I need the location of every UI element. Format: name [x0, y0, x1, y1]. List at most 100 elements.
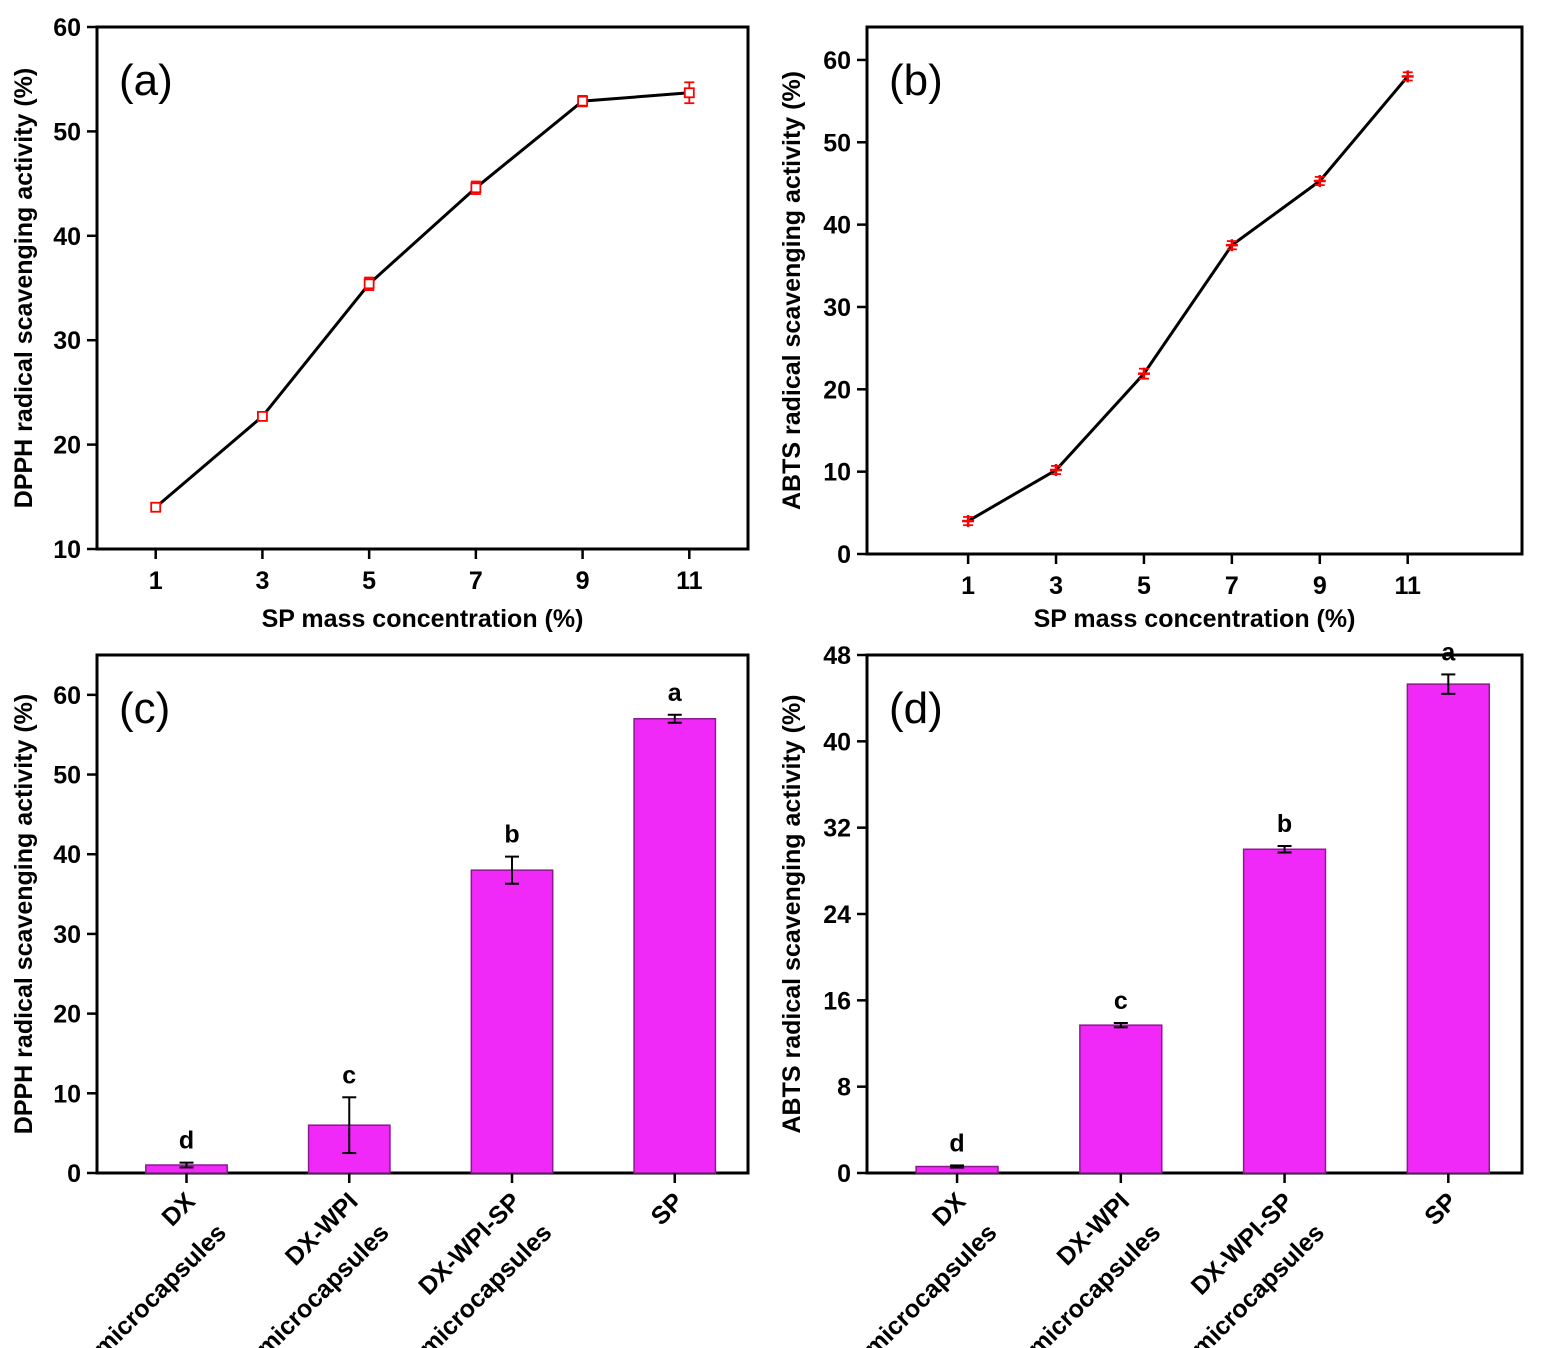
x-axis-title: SP mass concentration (%) — [1034, 605, 1356, 633]
y-axis-title: ABTS radical scavenging activity (%) — [778, 694, 806, 1133]
x-tick-label: 1 — [149, 567, 163, 595]
y-tick-label: 50 — [53, 762, 81, 790]
y-tick-label: 40 — [53, 223, 81, 251]
significance-letter: a — [668, 679, 683, 707]
data-point — [363, 278, 375, 290]
y-axis-title: DPPH radical scavenging activity (%) — [10, 68, 38, 508]
panel-label: (b) — [889, 56, 943, 105]
y-tick-label: 32 — [823, 815, 851, 843]
x-tick-label: 11 — [1394, 572, 1421, 600]
data-point — [257, 411, 268, 422]
bar — [470, 869, 554, 1174]
data-point — [470, 182, 482, 194]
significance-letter: b — [504, 821, 519, 849]
y-tick-label: 60 — [53, 682, 81, 710]
panel-label: (d) — [889, 684, 943, 733]
category-label-line: SP — [646, 1187, 689, 1230]
error-bar — [505, 855, 520, 885]
y-tick-label: 20 — [823, 376, 851, 404]
y-tick-label: 50 — [823, 129, 851, 157]
series-line — [154, 91, 690, 509]
category-label: SP — [646, 1187, 689, 1230]
plot-frame — [95, 653, 750, 1175]
data-point — [1401, 70, 1414, 83]
x-tick-label: 3 — [1049, 572, 1063, 600]
data-point — [577, 95, 588, 107]
chart-panel-b: 0 10 20 30 40 50 60 (b) ABTS radical scavenging … — [778, 25, 1524, 633]
error-bar — [1113, 1021, 1128, 1029]
x-tick-label: 1 — [961, 572, 975, 600]
y-tick-label: 30 — [823, 294, 851, 322]
category-label-line: DX — [156, 1187, 201, 1232]
significance-letter: d — [949, 1129, 964, 1157]
data-point — [962, 515, 975, 528]
y-tick-label: 10 — [823, 459, 851, 487]
x-tick-label: 5 — [1137, 572, 1151, 600]
bar — [1406, 683, 1490, 1174]
x-tick-label: 7 — [1225, 572, 1239, 600]
panel-label: (a) — [119, 56, 173, 105]
y-tick-label: 50 — [53, 118, 81, 146]
chart-panel-a: 10 20 30 40 50 60 (a) DPPH radical scavenging a… — [10, 14, 750, 633]
chart-panel-c: 0 10 20 30 40 50 60 (c) DPPH radical scavenging … — [10, 653, 750, 1348]
category-label-line: DX — [927, 1187, 972, 1232]
series-line — [967, 75, 1409, 523]
data-point — [1050, 464, 1063, 477]
y-axis-title: ABTS radical scavenging activity (%) — [778, 71, 806, 510]
y-tick-label: 40 — [823, 728, 851, 756]
error-bar — [1441, 673, 1456, 695]
panel-label: (c) — [119, 684, 170, 733]
y-tick-label: 8 — [837, 1074, 851, 1102]
x-tick-label: 3 — [255, 567, 269, 595]
significance-letter: a — [1441, 638, 1456, 666]
y-tick-label: 40 — [823, 212, 851, 240]
bar — [1242, 848, 1327, 1174]
data-point — [150, 501, 162, 513]
y-tick-label: 30 — [53, 327, 81, 355]
category-label-line: microcapsules — [88, 1219, 232, 1348]
error-bar — [950, 1164, 965, 1169]
category-label-line: microcapsules — [859, 1219, 1003, 1348]
category-label: SP — [1419, 1187, 1462, 1230]
y-tick-label: 10 — [53, 1080, 81, 1108]
y-tick-label: 0 — [67, 1160, 81, 1188]
y-tick-label: 30 — [53, 921, 81, 949]
y-tick-label: 0 — [837, 541, 851, 569]
data-point — [683, 87, 695, 99]
category-label-line: SP — [1419, 1187, 1462, 1230]
error-bar — [1277, 845, 1292, 854]
error-bar — [667, 713, 682, 724]
data-point — [1137, 367, 1150, 380]
x-tick-label: 9 — [576, 567, 590, 595]
y-tick-label: 20 — [53, 1001, 81, 1029]
y-tick-label: 60 — [823, 47, 851, 75]
bar — [633, 718, 717, 1174]
x-axis-title: SP mass concentration (%) — [262, 605, 584, 633]
y-axis-title: DPPH radical scavenging activity (%) — [10, 694, 38, 1134]
plot-frame — [95, 25, 750, 551]
error-bar — [179, 1161, 194, 1169]
significance-letter: b — [1277, 810, 1292, 838]
data-point — [1313, 174, 1326, 187]
y-tick-label: 10 — [53, 536, 81, 564]
x-tick-label: 11 — [676, 567, 703, 595]
significance-letter: d — [179, 1127, 194, 1155]
error-bar — [342, 1096, 357, 1155]
x-tick-label: 5 — [362, 567, 376, 595]
x-tick-label: 9 — [1313, 572, 1327, 600]
y-tick-label: 24 — [823, 901, 851, 929]
y-tick-label: 20 — [53, 432, 81, 460]
significance-letter: c — [1114, 987, 1128, 1015]
y-tick-label: 60 — [53, 14, 81, 42]
chart-panel-d: 0 8 16 24 32 40 48 (d) ABTS radical scavenging a… — [778, 638, 1524, 1348]
y-tick-label: 48 — [823, 642, 851, 670]
significance-letter: c — [342, 1061, 356, 1089]
y-tick-label: 16 — [823, 987, 851, 1015]
